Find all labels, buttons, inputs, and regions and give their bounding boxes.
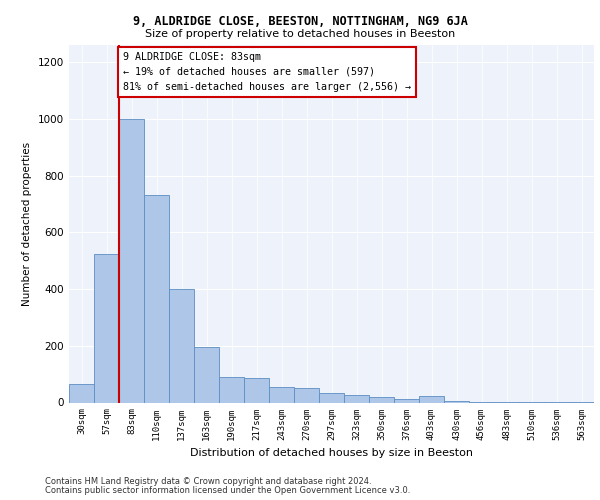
Bar bbox=[69, 384, 94, 402]
Bar bbox=[294, 388, 319, 402]
Text: 9 ALDRIDGE CLOSE: 83sqm
← 19% of detached houses are smaller (597)
81% of semi-d: 9 ALDRIDGE CLOSE: 83sqm ← 19% of detache… bbox=[123, 52, 411, 92]
Bar bbox=[244, 378, 269, 402]
Bar bbox=[369, 398, 394, 402]
Bar bbox=[444, 401, 469, 402]
Text: Contains HM Land Registry data © Crown copyright and database right 2024.: Contains HM Land Registry data © Crown c… bbox=[45, 477, 371, 486]
Bar bbox=[419, 396, 444, 402]
Bar bbox=[194, 347, 219, 403]
Bar bbox=[219, 377, 244, 402]
Bar bbox=[94, 254, 119, 402]
Text: Contains public sector information licensed under the Open Government Licence v3: Contains public sector information licen… bbox=[45, 486, 410, 495]
Bar bbox=[269, 387, 294, 402]
Text: 9, ALDRIDGE CLOSE, BEESTON, NOTTINGHAM, NG9 6JA: 9, ALDRIDGE CLOSE, BEESTON, NOTTINGHAM, … bbox=[133, 15, 467, 28]
Bar bbox=[394, 398, 419, 402]
Text: Size of property relative to detached houses in Beeston: Size of property relative to detached ho… bbox=[145, 29, 455, 39]
Bar bbox=[344, 394, 369, 402]
Bar bbox=[169, 289, 194, 403]
Bar bbox=[319, 394, 344, 402]
Bar bbox=[144, 196, 169, 402]
Y-axis label: Number of detached properties: Number of detached properties bbox=[22, 142, 32, 306]
Bar bbox=[119, 119, 144, 403]
X-axis label: Distribution of detached houses by size in Beeston: Distribution of detached houses by size … bbox=[190, 448, 473, 458]
